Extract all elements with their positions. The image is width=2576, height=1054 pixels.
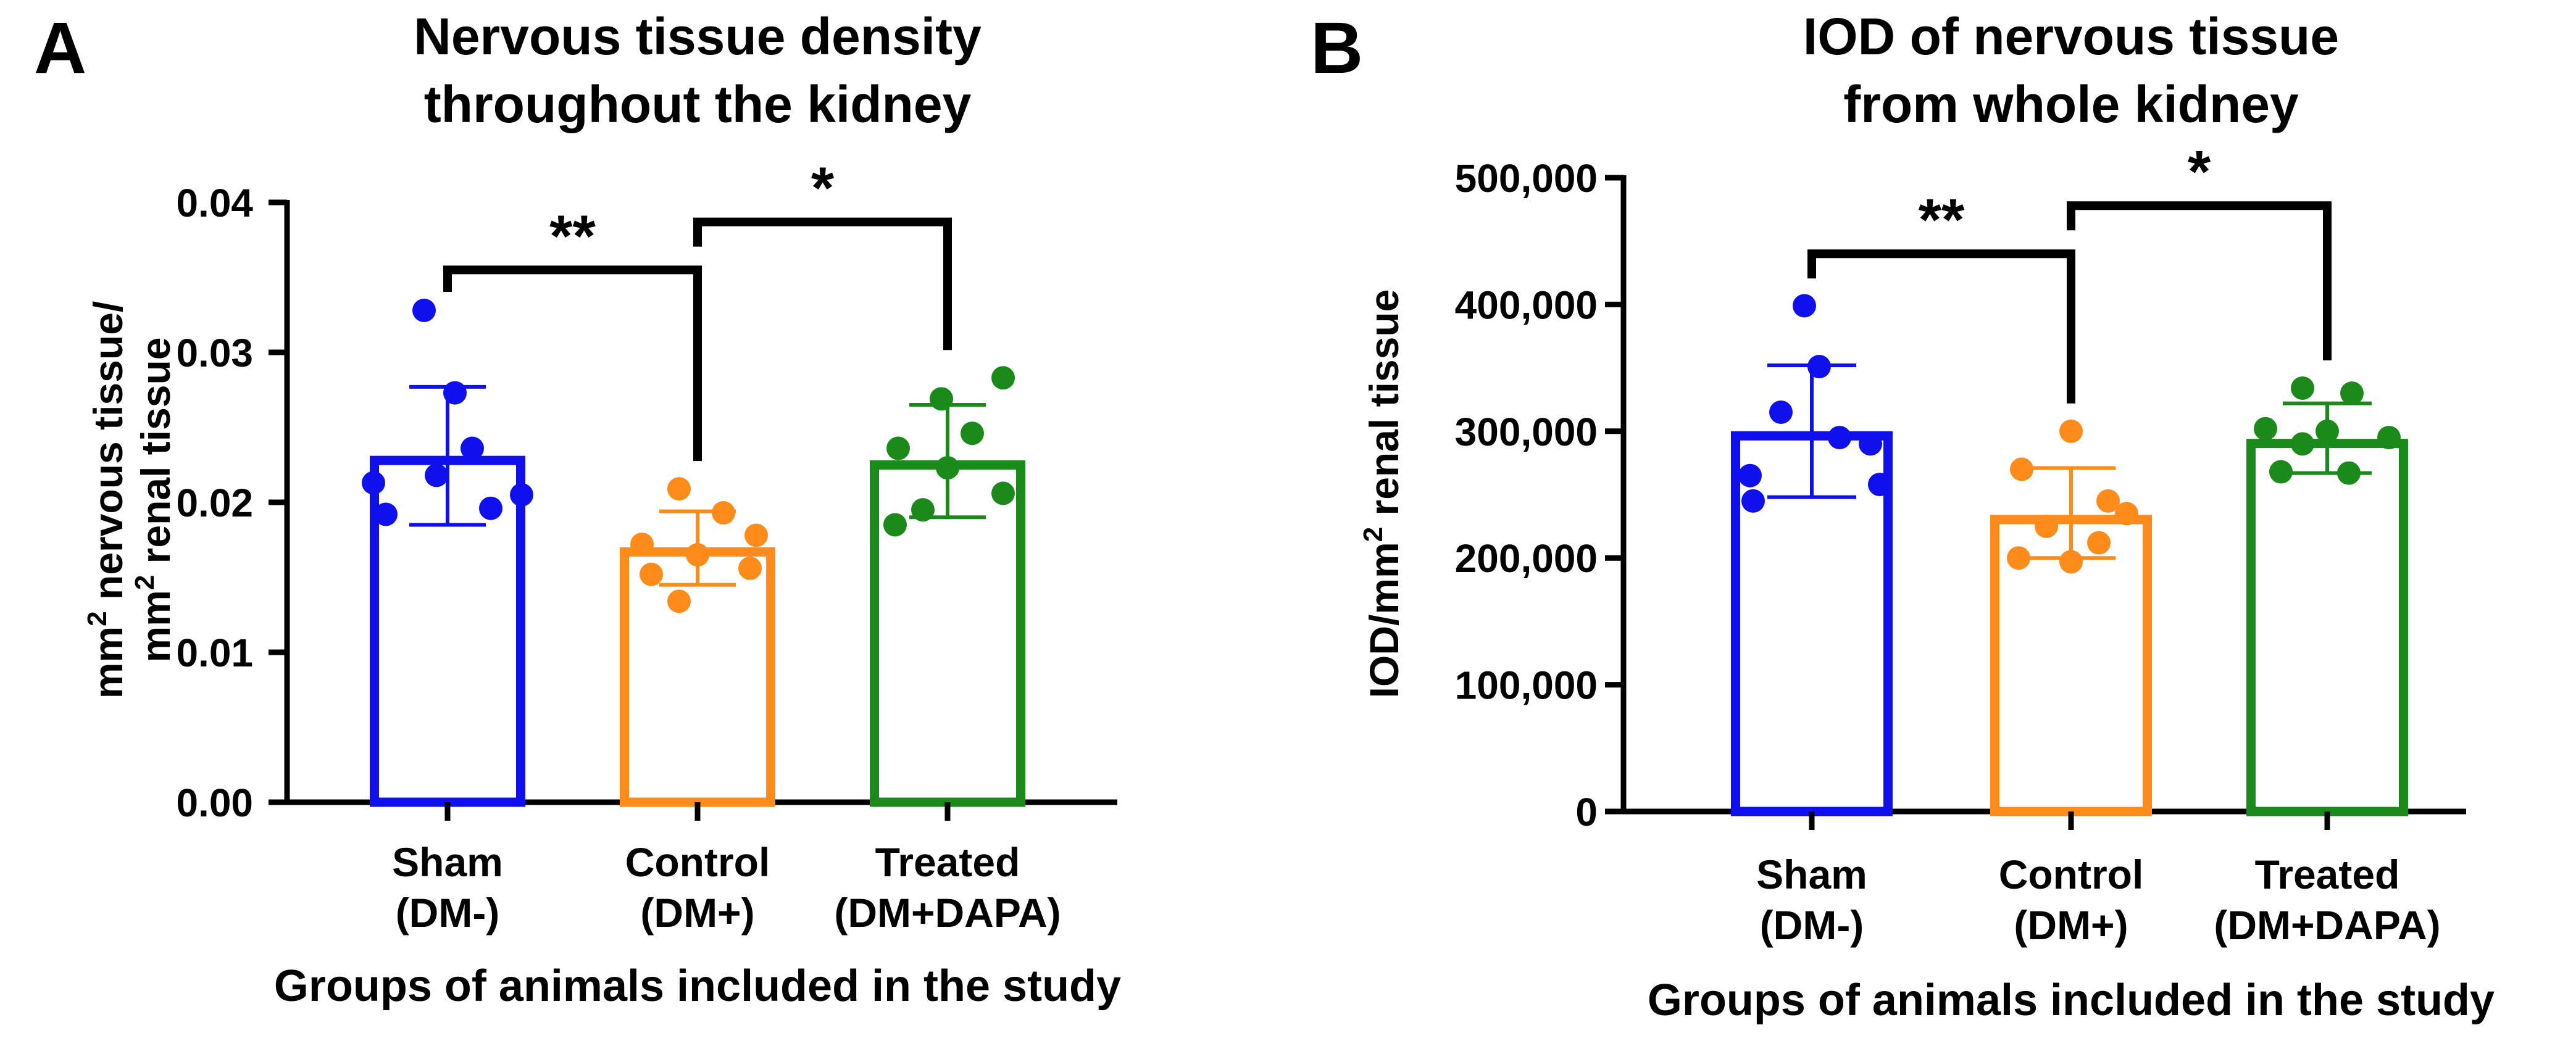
data-point [412,298,436,322]
chart-title: IOD of nervous tissue [1803,7,2339,65]
y-tick-label: 300,000 [1455,410,1598,454]
category-label: (DM+DAPA) [2214,902,2440,948]
significance-bracket [2067,201,2332,360]
data-point [961,421,984,446]
panel-letter: B [1311,7,1363,89]
category-label: Control [625,839,770,885]
significance-bracket [443,265,702,462]
chart-title: throughout the kidney [424,75,972,133]
data-point [2059,550,2083,574]
data-point [911,498,935,522]
x-axis-label: Groups of animals included in the study [1648,976,2495,1025]
chart-title: from whole kidney [1843,75,2299,133]
category-label: (DM+) [2014,902,2128,948]
y-tick-label: 200,000 [1455,536,1598,581]
data-point [630,533,654,557]
data-point [2291,376,2314,400]
data-point [936,456,959,480]
y-tick-label: 0.03 [176,331,253,375]
data-point [2115,502,2138,526]
y-tick-label: 0.00 [176,781,253,825]
panel-A: A Nervous tissue density throughout the ki… [34,7,1121,1011]
x-axis-label: Groups of animals included in the study [274,961,1121,1011]
y-tick-label: 500,000 [1455,156,1598,201]
data-point [991,481,1015,505]
panel-B: B IOD of nervous tissue from whole kidney I… [1311,7,2495,1025]
data-point [1793,294,1816,318]
data-point [1859,432,1882,456]
significance-bracket [693,217,952,351]
data-point [667,589,691,613]
y-tick-label: 400,000 [1455,283,1598,327]
bar-3 [2246,439,2408,816]
data-point [930,387,953,411]
category-label: Sham [1756,852,1867,897]
data-point [744,523,768,547]
data-point [2315,419,2339,443]
significance-label: * [811,156,835,222]
data-point [686,543,709,567]
data-point [2035,514,2058,538]
data-point [991,366,1015,390]
chart-title: Nervous tissue density [414,7,982,65]
data-point [1738,463,1762,488]
y-tick-label: 0.04 [176,181,253,225]
data-point [2340,381,2364,405]
bar-2 [620,547,775,807]
significance-label: * [2188,139,2211,205]
data-point [667,477,691,501]
category-label: (DM-) [396,890,500,936]
data-point [461,436,484,460]
data-point [443,381,467,405]
data-point [2337,461,2361,485]
category-label: Sham [392,839,503,885]
data-point [374,502,398,526]
data-point [1769,400,1793,424]
data-point [2010,457,2033,481]
data-point [2254,417,2277,441]
y-axis-label: mm2 nervous tissue/ [82,301,131,699]
data-point [425,463,448,488]
data-point [883,513,907,537]
data-point [1807,355,1831,379]
y-tick-label: 0.01 [176,631,253,675]
y-tick-label: 0.02 [176,481,253,525]
y-tick-label: 100,000 [1455,663,1598,708]
significance-label: ** [549,203,596,269]
category-label: Treated [2255,852,2400,897]
panel-letter: A [34,7,86,89]
data-point [712,501,735,525]
data-point [1741,489,1765,513]
category-label: (DM+) [640,890,754,936]
category-label: Control [1999,852,2144,897]
data-point [479,496,502,520]
data-point [2007,546,2030,570]
y-tick-label: 0 [1575,790,1598,834]
data-point [2096,489,2120,513]
y-axis-label: mm2 renal tissue [130,337,178,662]
data-point [1828,426,1851,450]
data-point [886,436,910,460]
y-axis-label: IOD/mm2 renal tissue [1358,289,1407,699]
data-point [2377,426,2401,450]
category-label: (DM+DAPA) [834,890,1061,936]
data-point [2291,432,2314,456]
data-point [640,562,663,586]
data-point [362,471,385,495]
data-point [2059,419,2083,443]
significance-bracket [1807,249,2075,404]
significance-label: ** [1919,187,1965,253]
category-label: (DM-) [1760,902,1864,948]
data-point [1868,473,1891,497]
data-point [510,483,533,507]
data-point [738,556,762,580]
category-label: Treated [875,839,1020,885]
data-point [2269,460,2293,484]
data-point [2087,531,2111,555]
